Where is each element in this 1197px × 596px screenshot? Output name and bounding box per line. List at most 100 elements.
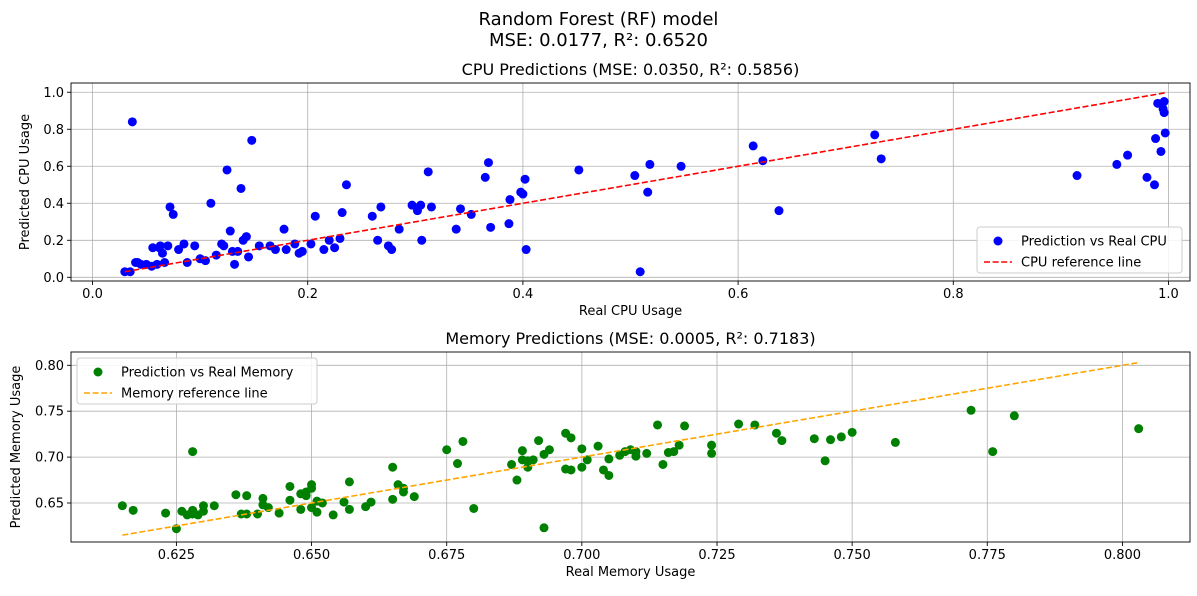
cpu-data-point bbox=[306, 239, 316, 249]
memory-predictions-chart: Memory Predictions (MSE: 0.0005, R²: 0.7… bbox=[9, 329, 1191, 580]
memory-data-point bbox=[388, 462, 398, 472]
cpu-data-point bbox=[876, 154, 886, 164]
cpu-data-point bbox=[1159, 108, 1169, 118]
cpu-data-point bbox=[1123, 150, 1133, 160]
cpu-data-point bbox=[394, 224, 404, 234]
cpu-data-point bbox=[1142, 172, 1152, 182]
memory-data-point bbox=[458, 436, 468, 446]
memory-data-point bbox=[1134, 424, 1144, 434]
memory-data-point bbox=[847, 427, 857, 437]
memory-data-point bbox=[117, 501, 127, 511]
cpu-x-tick-label: 0.6 bbox=[728, 287, 749, 302]
memory-data-point bbox=[734, 419, 744, 429]
cpu-data-point bbox=[1112, 159, 1122, 169]
memory-data-point bbox=[544, 445, 554, 455]
cpu-data-point bbox=[486, 222, 496, 232]
cpu-data-point bbox=[518, 189, 528, 199]
cpu-data-point bbox=[163, 241, 173, 251]
cpu-x-axis-label: Real CPU Usage bbox=[579, 304, 682, 319]
cpu-legend-label: Prediction vs Real CPU bbox=[1021, 235, 1167, 250]
memory-legend: Prediction vs Real Memory Memory referenc… bbox=[76, 357, 318, 405]
cpu-data-point bbox=[645, 159, 655, 169]
cpu-data-point bbox=[1149, 180, 1159, 190]
cpu-data-point bbox=[367, 211, 377, 221]
cpu-y-tick-label: 0.4 bbox=[43, 197, 64, 212]
cpu-y-tick-label: 0.8 bbox=[43, 123, 64, 138]
memory-data-point bbox=[274, 508, 284, 518]
memory-data-point bbox=[161, 508, 171, 518]
cpu-data-point bbox=[281, 245, 291, 255]
memory-data-point bbox=[317, 498, 327, 508]
cpu-data-point bbox=[505, 195, 515, 205]
memory-data-point bbox=[642, 448, 652, 458]
cpu-plot-area bbox=[120, 92, 1170, 277]
memory-legend-marker bbox=[93, 367, 103, 377]
memory-data-point bbox=[231, 490, 241, 500]
cpu-data-point bbox=[455, 204, 465, 214]
memory-x-tick-label: 0.675 bbox=[428, 548, 465, 563]
memory-data-point bbox=[528, 455, 538, 465]
memory-data-point bbox=[453, 459, 463, 469]
cpu-data-point bbox=[157, 248, 167, 258]
memory-data-point bbox=[285, 495, 295, 505]
cpu-data-point bbox=[387, 245, 397, 255]
memory-data-point bbox=[512, 475, 522, 485]
cpu-data-point bbox=[179, 239, 189, 249]
memory-x-tick-label: 0.800 bbox=[1104, 548, 1141, 563]
cpu-x-tick-label: 0.8 bbox=[943, 287, 964, 302]
memory-y-tick-label: 0.65 bbox=[35, 496, 64, 511]
cpu-data-point bbox=[407, 200, 417, 210]
cpu-data-point bbox=[155, 241, 165, 251]
cpu-data-point bbox=[483, 158, 493, 168]
cpu-axes-frame bbox=[70, 82, 1191, 282]
cpu-data-point bbox=[416, 200, 426, 210]
cpu-data-point bbox=[247, 135, 257, 145]
cpu-y-tick-label: 0.6 bbox=[43, 160, 64, 175]
memory-data-point bbox=[388, 494, 398, 504]
memory-data-point bbox=[771, 428, 781, 438]
figure-subtitle: MSE: 0.0177, R²: 0.6520 bbox=[488, 30, 709, 51]
memory-data-point bbox=[674, 440, 684, 450]
memory-data-point bbox=[809, 434, 819, 444]
cpu-data-point bbox=[230, 259, 240, 269]
memory-data-point bbox=[593, 441, 603, 451]
cpu-data-point bbox=[1156, 146, 1166, 156]
cpu-data-point bbox=[1159, 97, 1169, 107]
memory-data-point bbox=[398, 487, 408, 497]
cpu-data-point bbox=[290, 239, 300, 249]
memory-data-point bbox=[582, 455, 592, 465]
cpu-data-point bbox=[211, 250, 221, 260]
cpu-data-point bbox=[417, 235, 427, 245]
memory-data-point bbox=[339, 497, 349, 507]
memory-data-point bbox=[826, 435, 836, 445]
memory-data-point bbox=[517, 446, 527, 456]
cpu-data-point bbox=[426, 202, 436, 212]
cpu-data-point bbox=[279, 224, 289, 234]
cpu-legend-label: CPU reference line bbox=[1021, 256, 1141, 271]
cpu-data-point bbox=[748, 141, 758, 151]
cpu-data-point bbox=[168, 209, 178, 219]
cpu-data-point bbox=[190, 241, 200, 251]
memory-data-point bbox=[658, 459, 668, 469]
memory-x-tick-label: 0.650 bbox=[293, 548, 330, 563]
memory-data-point bbox=[604, 470, 614, 480]
memory-x-tick-label: 0.775 bbox=[969, 548, 1006, 563]
cpu-x-tick-label: 1.0 bbox=[1158, 287, 1179, 302]
cpu-data-point bbox=[643, 187, 653, 197]
memory-data-point bbox=[577, 462, 587, 472]
memory-data-point bbox=[566, 433, 576, 443]
cpu-y-tick-label: 0.2 bbox=[43, 234, 64, 249]
cpu-data-point bbox=[635, 267, 645, 277]
cpu-data-point bbox=[319, 245, 329, 255]
memory-data-point bbox=[409, 492, 419, 502]
cpu-legend-marker bbox=[993, 236, 1003, 246]
memory-x-axis-label: Real Memory Usage bbox=[566, 565, 696, 580]
memory-x-tick-label: 0.725 bbox=[698, 548, 735, 563]
figure-title: Random Forest (RF) model bbox=[478, 9, 719, 30]
memory-data-point bbox=[328, 510, 338, 520]
cpu-data-point bbox=[335, 233, 345, 243]
cpu-data-point bbox=[521, 245, 531, 255]
cpu-data-point bbox=[244, 252, 254, 262]
cpu-chart-title: CPU Predictions (MSE: 0.0350, R²: 0.5856… bbox=[462, 60, 800, 79]
memory-data-point bbox=[534, 436, 544, 446]
